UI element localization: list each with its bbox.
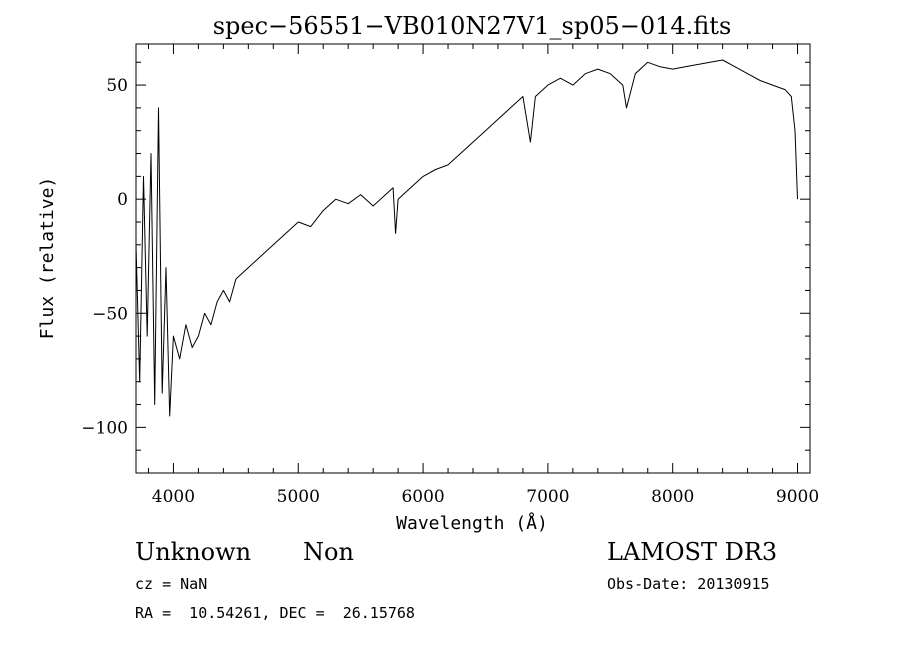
class-label: Unknown <box>135 538 252 566</box>
obs-date-label: Obs-Date: 20130915 <box>607 575 770 593</box>
y-axis-label: Flux (relative) <box>37 177 58 340</box>
y-axis: −100 −50 0 50 <box>81 61 810 474</box>
redshift-label: cz = NaN <box>135 575 208 593</box>
y-tick-label: 0 <box>117 190 128 210</box>
survey-label: LAMOST DR3 <box>607 538 778 566</box>
x-tick-label: 4000 <box>152 487 195 507</box>
x-tick-label: 7000 <box>526 487 569 507</box>
y-tick-label: −50 <box>92 304 128 324</box>
x-axis: 4000 5000 6000 7000 8000 9000 <box>147 44 819 507</box>
chart-title: spec−56551−VB010N27V1_sp05−014.fits <box>213 12 732 40</box>
series-layer <box>135 59 798 417</box>
x-tick-label: 5000 <box>277 487 320 507</box>
plot-frame <box>135 43 811 474</box>
y-tick-label: −100 <box>81 418 128 438</box>
x-tick-label: 6000 <box>401 487 444 507</box>
x-tick-label: 8000 <box>651 487 694 507</box>
subclass-label: Non <box>303 538 354 566</box>
coordinates-label: RA = 10.54261, DEC = 26.15768 <box>135 604 415 622</box>
spectrum-line <box>135 59 798 417</box>
x-tick-label: 9000 <box>776 487 819 507</box>
x-axis-label: Wavelength (Å) <box>396 512 548 534</box>
y-tick-label: 50 <box>106 76 128 96</box>
